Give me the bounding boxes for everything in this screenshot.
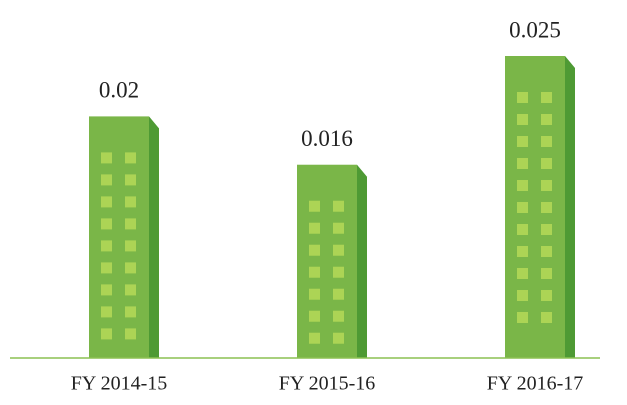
window [517,180,528,191]
window [309,200,320,212]
window [101,306,112,318]
window [309,222,320,234]
window [333,266,344,278]
window [541,290,552,301]
window [125,284,136,296]
window [333,288,344,300]
window [125,306,136,318]
window [541,224,552,235]
bar-side [357,164,367,358]
bar-side [565,56,575,358]
window [517,246,528,257]
window [541,114,552,125]
window [541,136,552,147]
window [101,174,112,186]
value-label: 0.025 [509,17,561,42]
window [541,202,552,213]
window [309,288,320,300]
bar [89,116,149,359]
building [505,56,575,358]
x-tick-label: FY 2014-15 [71,373,167,395]
window [125,218,136,230]
window [101,196,112,208]
window [333,332,344,344]
window [125,174,136,186]
window [517,224,528,235]
window [517,158,528,169]
window [309,310,320,322]
window [125,328,136,340]
window [101,328,112,340]
window [517,136,528,147]
building [89,116,159,359]
window [517,268,528,279]
window [541,268,552,279]
window [541,92,552,103]
window [101,240,112,252]
window [517,312,528,323]
window [333,244,344,256]
window [125,196,136,208]
window [101,262,112,274]
window [125,262,136,274]
value-label: 0.016 [301,126,353,151]
x-tick-label: FY 2015-16 [279,373,375,395]
window [517,114,528,125]
window [125,152,136,164]
window [541,246,552,257]
window [309,266,320,278]
window [125,240,136,252]
building [297,164,367,358]
window [101,152,112,164]
window [333,310,344,322]
window [517,290,528,301]
window [541,312,552,323]
window [333,222,344,234]
window [333,200,344,212]
window [101,218,112,230]
window [517,92,528,103]
x-tick-label: FY 2016-17 [487,373,583,395]
window [101,284,112,296]
bar [297,164,357,358]
bar-side [149,116,159,359]
window [541,158,552,169]
window [309,332,320,344]
window [517,202,528,213]
window [541,180,552,191]
bar [505,56,565,358]
value-label: 0.02 [99,78,139,103]
window [309,244,320,256]
